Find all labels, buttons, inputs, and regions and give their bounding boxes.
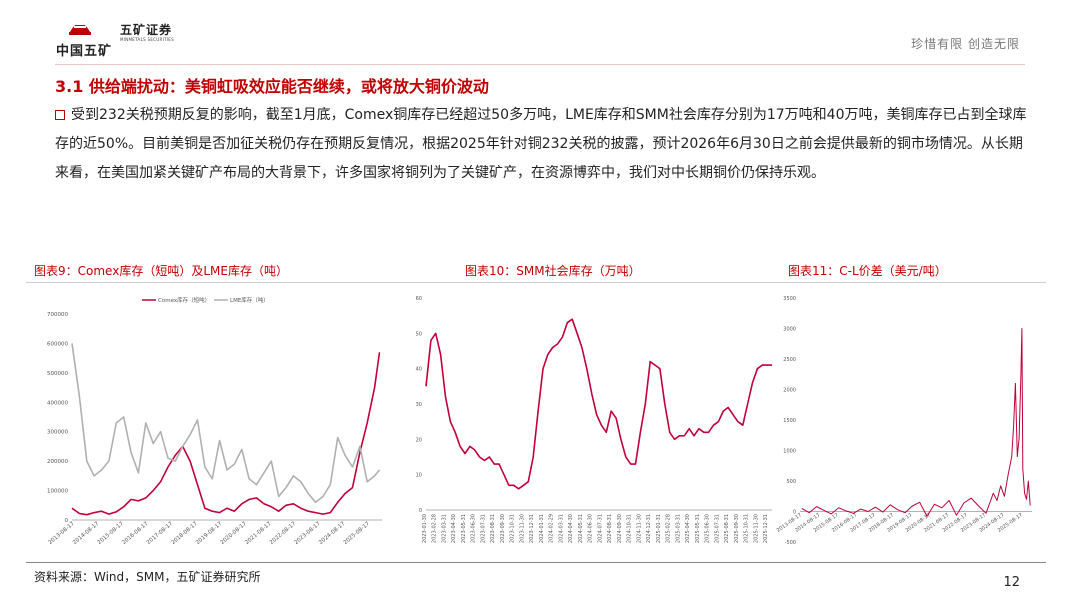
x-tick-label: 2023-07-31	[480, 514, 486, 543]
y-tick-label: 3500	[783, 296, 796, 302]
y-tick-label: 3000	[783, 327, 796, 333]
y-tick-label: 0	[793, 510, 796, 516]
y-tick-label: 1500	[783, 418, 796, 424]
y-tick-label: 500000	[47, 371, 68, 377]
y-tick-label: 20	[416, 437, 422, 443]
logo-chinese-name: 中国五矿	[56, 44, 113, 59]
x-tick-label: 2024-07-31	[597, 514, 603, 543]
x-tick-label: 2023-12-31	[529, 514, 535, 543]
x-tick-label: 2024-08-31	[607, 514, 613, 543]
x-tick-label: 2023-06-30	[471, 514, 477, 543]
x-tick-label: 2024-12-31	[646, 514, 652, 543]
x-tick-label: 2024-09-30	[617, 514, 623, 543]
data-source-note: 资料来源：Wind，SMM，五矿证券研究所	[34, 570, 261, 584]
x-tick-label: 2024-03-31	[558, 514, 564, 543]
x-tick-label: 2024-04-30	[568, 514, 574, 543]
y-tick-label: 300000	[47, 430, 68, 436]
figure-11-title: 图表11：C-L价差（美元/吨）	[788, 264, 947, 278]
smm-social-inventory-chart: 0 10 20 30 40 50 60 2023-01-30 2023-02-28 2023-03…	[416, 296, 772, 543]
x-tick-label: 2025-05-31	[695, 514, 701, 543]
body-paragraph-text: 受到232关税预期反复的影响，截至1月底，Comex铜库存已经超过50多万吨，L…	[55, 107, 1027, 181]
x-tick-label: 2023-05-31	[461, 514, 467, 543]
china-minmetals-emblem-icon	[69, 22, 91, 35]
series-line-2	[71, 343, 381, 504]
x-tick-label: 2023-08-31	[490, 514, 496, 543]
x-tick-label: 2025-02-28	[666, 514, 672, 543]
figure-10-title: 图表10：SMM社会库存（万吨）	[465, 264, 641, 278]
y-tick-label: 600000	[47, 341, 68, 347]
x-tick-label: 2025-09-30	[734, 514, 740, 543]
y-tick-label: 500	[786, 479, 796, 485]
c-l-spread-chart: -50005001000150020002500300035002013-08-…	[776, 296, 1032, 546]
series-line-1	[71, 352, 381, 516]
y-tick-label: -500	[785, 540, 796, 546]
y-tick-label: 2500	[783, 357, 796, 363]
y-tick-label: 2000	[783, 388, 796, 394]
y-tick-label: 700000	[47, 312, 68, 318]
x-tick-label: 2025-01-31	[656, 514, 662, 543]
x-tick-label: 2025-12-31	[763, 514, 769, 543]
square-bullet-icon	[55, 110, 65, 120]
logo-company-name: 五矿证券	[120, 23, 173, 37]
x-tick-label: 2024-05-31	[578, 514, 584, 543]
legend-label-lme: LME库存（吨）	[230, 296, 269, 304]
x-tick-label: 2025-08-31	[724, 514, 730, 543]
x-tick-label: 2025-07-31	[714, 514, 720, 543]
legend-label-comex: Comex库存（短吨）	[158, 296, 210, 304]
x-tick-label: 2023-09-30	[500, 514, 506, 543]
x-tick-label: 2025-11-30	[753, 514, 759, 543]
section-title: 3.1 供给端扰动：美铜虹吸效应能否继续，或将放大铜价波动	[55, 77, 489, 96]
y-tick-label: 50	[416, 331, 422, 337]
x-tick-label: 2024-06-30	[588, 514, 594, 543]
body-paragraph: 受到232关税预期反复的影响，截至1月底，Comex铜库存已经超过50多万吨，L…	[55, 101, 1035, 188]
x-tick-label: 2023-11-30	[519, 514, 525, 543]
y-tick-label: 10	[416, 473, 422, 479]
figures-bottom-divider	[26, 562, 1046, 563]
y-tick-label: 0	[65, 518, 69, 524]
x-tick-label: 2025-10-31	[744, 514, 750, 543]
y-tick-label: 100000	[47, 489, 68, 495]
x-tick-label: 2024-01-31	[539, 514, 545, 543]
x-tick-label: 2024-11-30	[636, 514, 642, 543]
x-tick-label: 2024-02-29	[549, 514, 555, 543]
page-number: 12	[1003, 575, 1020, 590]
x-tick-label: 2025-06-30	[705, 514, 711, 543]
y-tick-label: 200000	[47, 459, 68, 465]
header-slogan: 珍惜有限 创造无限	[911, 37, 1020, 51]
y-tick-label: 60	[416, 296, 422, 302]
x-tick-label: 2025-03-31	[675, 514, 681, 543]
header-divider	[55, 64, 1025, 65]
y-tick-label: 30	[416, 402, 422, 408]
comex-lme-inventory-chart: 0 100000 200000 300000 400000 500000 600000 700…	[47, 296, 382, 546]
x-tick-label: 2025-04-30	[685, 514, 691, 543]
x-tick-label: 2024-10-31	[627, 514, 633, 543]
series-line-1	[801, 328, 1031, 517]
x-tick-label: 2023-02-28	[432, 514, 438, 543]
x-tick-label: 2023-04-30	[451, 514, 457, 543]
x-tick-label: 2023-03-31	[441, 514, 447, 543]
y-tick-label: 1000	[783, 449, 796, 455]
y-tick-label: 400000	[47, 400, 68, 406]
x-tick-label: 2023-10-31	[510, 514, 516, 543]
series-line-1	[425, 318, 772, 490]
x-tick-label: 2023-01-30	[422, 514, 428, 543]
y-tick-label: 0	[419, 508, 422, 514]
figures-top-divider	[26, 282, 1046, 283]
y-tick-label: 40	[416, 367, 422, 373]
x-tick-label: 2025-08-17	[343, 521, 372, 546]
logo-english-name: MINMETALS SECURITIES	[120, 37, 174, 42]
figure-9-title: 图表9：Comex库存（短吨）及LME库存（吨）	[34, 264, 288, 278]
